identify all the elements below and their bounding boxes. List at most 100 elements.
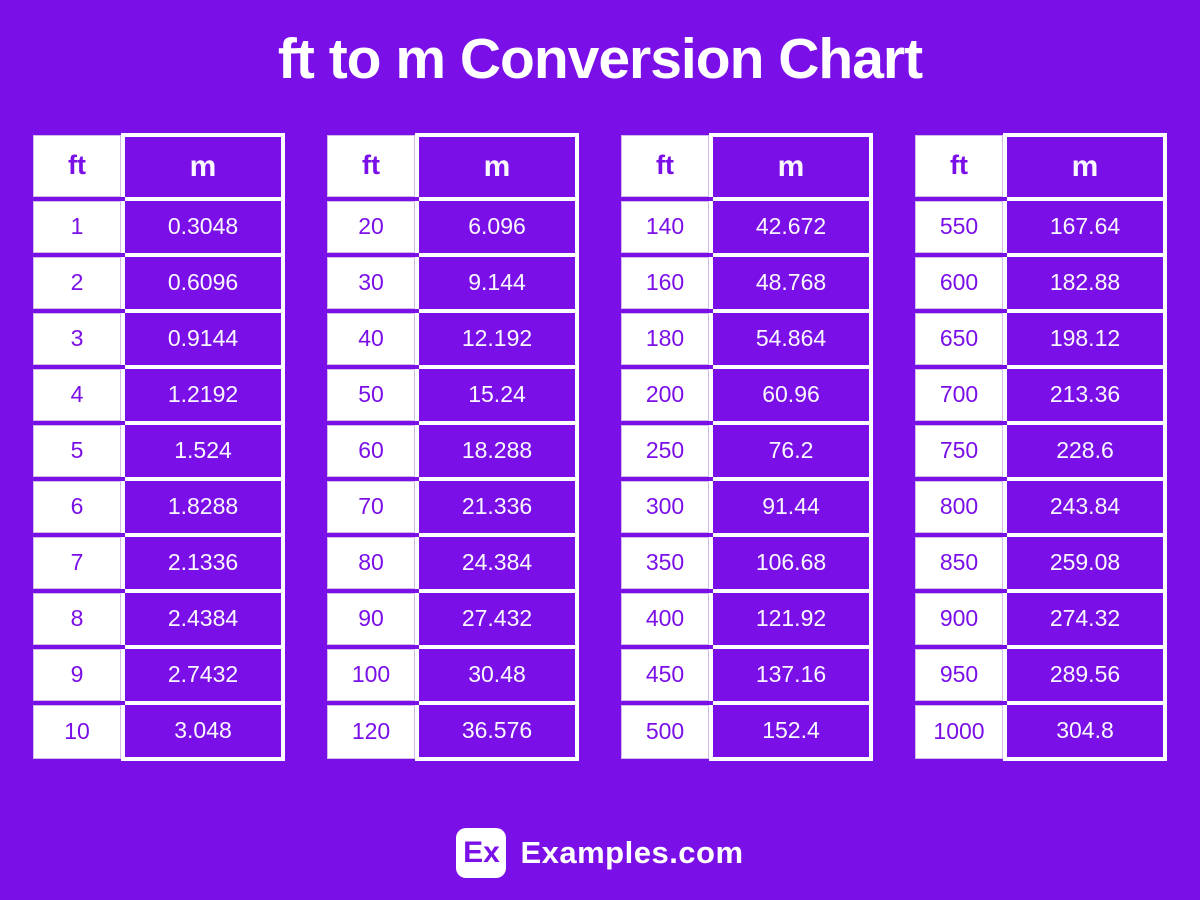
page-title: ft to m Conversion Chart (277, 27, 923, 91)
m-value-cell: 9.144 (415, 252, 579, 313)
m-value-cell: 137.16 (709, 644, 873, 705)
m-column-header: m (415, 132, 579, 201)
table-row: 950 289.56 (915, 644, 1167, 705)
m-value-cell: 21.336 (415, 476, 579, 537)
m-column-header: m (1003, 132, 1167, 201)
table-row: 80 24.384 (327, 532, 579, 593)
table-row: 9 2.7432 (33, 644, 285, 705)
ft-value-cell: 60 (327, 422, 417, 481)
ft-value-cell: 90 (327, 590, 417, 649)
m-value-cell: 42.672 (709, 196, 873, 257)
table-row: 60 18.288 (327, 420, 579, 481)
brand-name: Examples.com (520, 835, 744, 870)
ft-value-cell: 4 (33, 366, 123, 425)
ft-value-cell: 850 (915, 534, 1005, 593)
table-row: 100 30.48 (327, 644, 579, 705)
ft-value-cell: 400 (621, 590, 711, 649)
m-value-cell: 3.048 (121, 700, 285, 761)
ft-value-cell: 9 (33, 646, 123, 705)
ft-value-cell: 1000 (915, 702, 1005, 759)
table-row: 160 48.768 (621, 252, 873, 313)
ft-column-header: ft (621, 134, 711, 201)
ft-column-header: ft (327, 134, 417, 201)
m-value-cell: 274.32 (1003, 588, 1167, 649)
table-row: 40 12.192 (327, 308, 579, 369)
m-value-cell: 198.12 (1003, 308, 1167, 369)
table-row: 200 60.96 (621, 364, 873, 425)
table-row: 5 1.524 (33, 420, 285, 481)
conversion-table-1: ft m 1 0.3048 2 0.6096 3 0.9144 4 1.2192 5 1.524 6 1.… (33, 132, 285, 761)
ft-value-cell: 120 (327, 702, 417, 759)
m-column-header: m (121, 132, 285, 201)
m-value-cell: 0.9144 (121, 308, 285, 369)
examples-logo: Ex (456, 828, 507, 878)
ft-value-cell: 50 (327, 366, 417, 425)
m-value-cell: 182.88 (1003, 252, 1167, 313)
ft-value-cell: 20 (327, 198, 417, 257)
table-row: 4 1.2192 (33, 364, 285, 425)
table-row: 650 198.12 (915, 308, 1167, 369)
table-row: 450 137.16 (621, 644, 873, 705)
table-row: 70 21.336 (327, 476, 579, 537)
conversion-table-4: ft m 550 167.64 600 182.88 650 198.12 700 213.36 7… (915, 132, 1167, 761)
m-value-cell: 106.68 (709, 532, 873, 593)
ft-value-cell: 350 (621, 534, 711, 593)
ft-column-header: ft (33, 134, 123, 201)
m-value-cell: 24.384 (415, 532, 579, 593)
m-value-cell: 54.864 (709, 308, 873, 369)
ft-value-cell: 30 (327, 254, 417, 313)
conversion-table-2: ft m 20 6.096 30 9.144 40 12.192 50 15.24 60 18.288… (327, 132, 579, 761)
m-value-cell: 1.524 (121, 420, 285, 481)
m-value-cell: 2.4384 (121, 588, 285, 649)
table-row: 300 91.44 (621, 476, 873, 537)
m-value-cell: 48.768 (709, 252, 873, 313)
m-value-cell: 12.192 (415, 308, 579, 369)
ft-value-cell: 750 (915, 422, 1005, 481)
m-value-cell: 15.24 (415, 364, 579, 425)
table-row: 180 54.864 (621, 308, 873, 369)
table-row: 8 2.4384 (33, 588, 285, 649)
ft-value-cell: 550 (915, 198, 1005, 257)
m-value-cell: 304.8 (1003, 700, 1167, 761)
ft-value-cell: 600 (915, 254, 1005, 313)
ft-value-cell: 10 (33, 702, 123, 759)
m-value-cell: 289.56 (1003, 644, 1167, 705)
ft-value-cell: 5 (33, 422, 123, 481)
ft-value-cell: 200 (621, 366, 711, 425)
table-row: 10 3.048 (33, 700, 285, 761)
table-row: 30 9.144 (327, 252, 579, 313)
table-row: 500 152.4 (621, 700, 873, 761)
m-value-cell: 1.8288 (121, 476, 285, 537)
m-value-cell: 259.08 (1003, 532, 1167, 593)
table-row: 600 182.88 (915, 252, 1167, 313)
ft-value-cell: 300 (621, 478, 711, 537)
ft-value-cell: 800 (915, 478, 1005, 537)
table-row: 140 42.672 (621, 196, 873, 257)
header-row: ft m (327, 132, 579, 201)
m-value-cell: 27.432 (415, 588, 579, 649)
table-row: 550 167.64 (915, 196, 1167, 257)
m-value-cell: 0.3048 (121, 196, 285, 257)
ft-value-cell: 900 (915, 590, 1005, 649)
table-row: 1 0.3048 (33, 196, 285, 257)
m-value-cell: 36.576 (415, 700, 579, 761)
m-value-cell: 167.64 (1003, 196, 1167, 257)
ft-value-cell: 70 (327, 478, 417, 537)
table-row: 400 121.92 (621, 588, 873, 649)
ft-value-cell: 3 (33, 310, 123, 369)
header-row: ft m (915, 132, 1167, 201)
m-value-cell: 30.48 (415, 644, 579, 705)
ft-value-cell: 160 (621, 254, 711, 313)
ft-value-cell: 80 (327, 534, 417, 593)
table-row: 850 259.08 (915, 532, 1167, 593)
table-row: 90 27.432 (327, 588, 579, 649)
conversion-tables: ft m 1 0.3048 2 0.6096 3 0.9144 4 1.2192 5 1.524 6 1.… (33, 132, 1167, 761)
m-value-cell: 76.2 (709, 420, 873, 481)
m-value-cell: 6.096 (415, 196, 579, 257)
table-row: 900 274.32 (915, 588, 1167, 649)
table-row: 120 36.576 (327, 700, 579, 761)
ft-value-cell: 140 (621, 198, 711, 257)
table-row: 350 106.68 (621, 532, 873, 593)
m-value-cell: 18.288 (415, 420, 579, 481)
ft-value-cell: 40 (327, 310, 417, 369)
